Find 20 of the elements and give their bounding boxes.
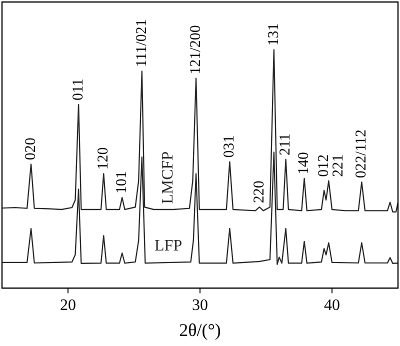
annotation: 012 [316, 154, 332, 177]
x-tick-label: 20 [60, 297, 76, 314]
x-tick-label: 30 [192, 297, 208, 314]
x-tick-label: 40 [324, 297, 340, 314]
x-axis-title: 2θ/(°) [179, 320, 221, 340]
annotation: 101 [114, 171, 130, 194]
annotation: 111/021 [134, 19, 150, 68]
annotation: 131 [266, 23, 282, 46]
text: LMCFP [160, 151, 177, 204]
annotation: 140 [296, 152, 312, 174]
annotation: 120 [96, 147, 112, 170]
annotation: 020 [22, 138, 39, 160]
annotation: 011 [70, 78, 86, 101]
annotation: 121/200 [188, 25, 204, 74]
annotation: 022/112 [354, 129, 370, 178]
annotation: 221 [330, 154, 347, 177]
series-label: LFP [154, 238, 182, 255]
annotation: 220 [251, 180, 268, 204]
annotation: 031 [222, 135, 238, 158]
annotation: 211 [278, 133, 294, 156]
